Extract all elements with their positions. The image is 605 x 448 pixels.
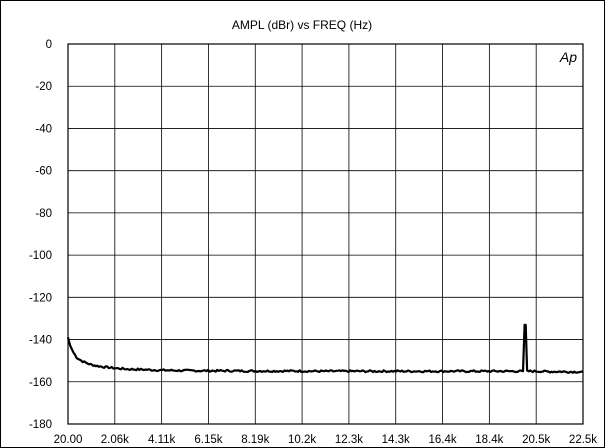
y-tick-label: -100	[29, 250, 52, 262]
x-tick-label: 8.19k	[241, 434, 269, 446]
x-tick-label: 12.3k	[335, 434, 363, 446]
chart-title: AMPL (dBr) vs FREQ (Hz)	[232, 18, 372, 32]
y-tick-label: -140	[29, 335, 52, 347]
y-tick-label: -40	[35, 123, 52, 135]
x-tick-label: 22.5k	[569, 434, 597, 446]
plot-area: 20.00 2.06k 4.11k 6.15k 8.19k 10.2k 12.3k 14.3k…	[29, 39, 597, 446]
x-tick-label: 16.4k	[428, 434, 456, 446]
y-tick-label: -160	[29, 377, 52, 389]
y-tick-label: -180	[29, 419, 52, 431]
y-tick-label: 0	[46, 39, 52, 51]
x-tick-label: 10.2k	[288, 434, 316, 446]
x-tick-label: 20.5k	[522, 434, 550, 446]
y-tick-label: -60	[35, 166, 52, 178]
x-tick-label: 4.11k	[148, 434, 176, 446]
x-tick-label: 2.06k	[101, 434, 129, 446]
x-tick-label: 18.4k	[475, 434, 503, 446]
y-tick-label: -80	[35, 208, 52, 220]
data-series-line	[66, 323, 584, 374]
plot-frame	[67, 43, 584, 425]
y-tick-label: -120	[29, 292, 52, 304]
y-tick-label: -20	[35, 81, 52, 93]
x-tick-label: 20.00	[54, 434, 83, 446]
ap-watermark: Ap	[559, 49, 577, 65]
x-tick-label: 14.3k	[382, 434, 410, 446]
x-tick-label: 6.15k	[194, 434, 222, 446]
